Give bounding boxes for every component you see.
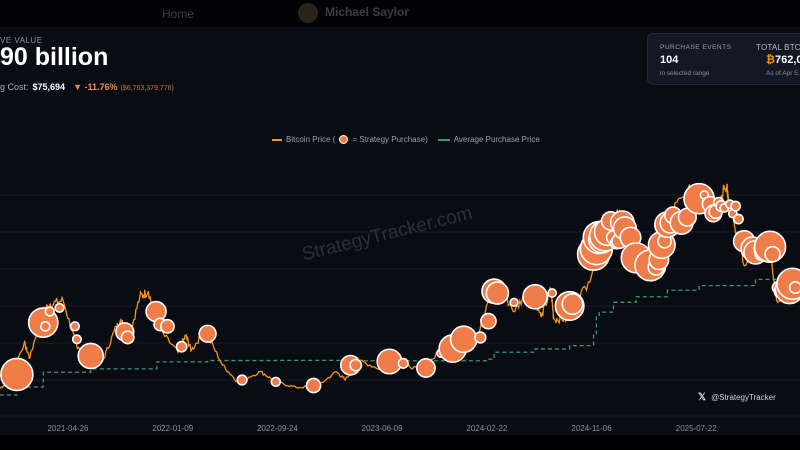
purchase-point — [120, 330, 135, 345]
top-nav: Home Michael Saylor — [0, 0, 800, 27]
change-amount: ($6,763,379,776) — [120, 85, 174, 92]
chart-legend: Bitcoin Price ( = Strategy Purchase) Ave… — [272, 135, 540, 144]
purchase-point — [0, 357, 34, 392]
purchase-point — [305, 377, 322, 394]
legend-average-swatch — [437, 138, 450, 141]
purchase-point — [480, 312, 497, 330]
x-tick-label: 2023-06-09 — [361, 424, 403, 433]
purchase-point — [561, 293, 584, 316]
purchase-point — [175, 340, 188, 353]
total-value: 90 billion — [0, 43, 109, 71]
bottom-bar — [0, 435, 800, 450]
change-percent: -11.76% — [84, 82, 118, 92]
nav-home[interactable]: Home — [162, 7, 195, 21]
purchase-point — [474, 331, 487, 344]
purchase-point — [39, 321, 51, 332]
purchase-point — [44, 306, 55, 317]
triangle-down-icon: ▼ — [73, 82, 85, 92]
legend-price-label[interactable]: Bitcoin Price ( — [286, 135, 336, 144]
purchase-point — [77, 342, 105, 370]
purchase-point — [788, 281, 800, 294]
purchase-point — [349, 358, 363, 372]
purchase-point — [236, 374, 248, 386]
purchase-point — [198, 324, 217, 343]
total-btc-title: TOTAL BTC — [756, 43, 800, 52]
purchase-events-value: 104 — [660, 54, 679, 66]
x-tick-label: 2022-01-09 — [152, 424, 194, 433]
avg-cost-label: g Cost: — [0, 82, 29, 92]
x-tick-label: 2024-11-06 — [571, 424, 612, 433]
legend-average-label[interactable]: Average Purchase Price — [453, 135, 540, 144]
x-logo-icon: 𝕏 — [698, 392, 707, 403]
legend-purchase-dot-icon — [339, 135, 349, 144]
legend-purchase-label: = Strategy Purchase) — [352, 135, 428, 144]
purchase-events-sub: in selected range — [660, 70, 710, 77]
x-tick-label: 2021-04-26 — [47, 424, 89, 433]
total-btc-value: 762,0 — [774, 54, 800, 66]
avg-cost-row: g Cost: $75,694 ▼ -11.76% ($6,763,379,776) — [0, 82, 174, 92]
profile-name[interactable]: Michael Saylor — [325, 5, 410, 19]
stats-card: PURCHASE EVENTS 104 in selected range TO… — [647, 33, 800, 85]
purchase-point — [764, 245, 781, 263]
value-label: VE VALUE — [0, 36, 43, 45]
purchase-point — [547, 288, 558, 298]
legend-price-swatch — [272, 138, 282, 141]
avatar[interactable] — [298, 3, 318, 23]
x-tick-label: 2022-09-24 — [256, 424, 298, 433]
purchase-point — [485, 281, 510, 305]
purchase-point — [71, 334, 82, 345]
purchase-point — [270, 376, 282, 388]
bitcoin-price-line — [0, 183, 800, 389]
average-price-line — [0, 276, 800, 396]
handle-text: @StrategyTracker — [711, 393, 776, 402]
purchase-point — [416, 358, 436, 378]
purchase-point — [522, 283, 549, 310]
x-tick-label: 2025-07-22 — [675, 424, 717, 433]
x-tick-label: 2024-02-22 — [466, 424, 508, 433]
purchase-events-title: PURCHASE EVENTS — [660, 44, 732, 51]
purchase-point — [69, 321, 81, 332]
avg-cost-value: $75,694 — [32, 82, 66, 92]
social-handle[interactable]: 𝕏 @StrategyTracker — [698, 392, 776, 403]
purchase-point — [397, 357, 409, 369]
purchase-point — [159, 318, 175, 334]
purchase-point — [730, 200, 742, 212]
total-btc-sub: As of Apr 5, — [766, 70, 800, 77]
bitcoin-icon: ₿ — [766, 54, 775, 66]
purchase-point — [732, 213, 744, 225]
purchase-point — [54, 302, 65, 313]
purchase-point — [449, 325, 478, 354]
purchase-point — [509, 297, 519, 308]
